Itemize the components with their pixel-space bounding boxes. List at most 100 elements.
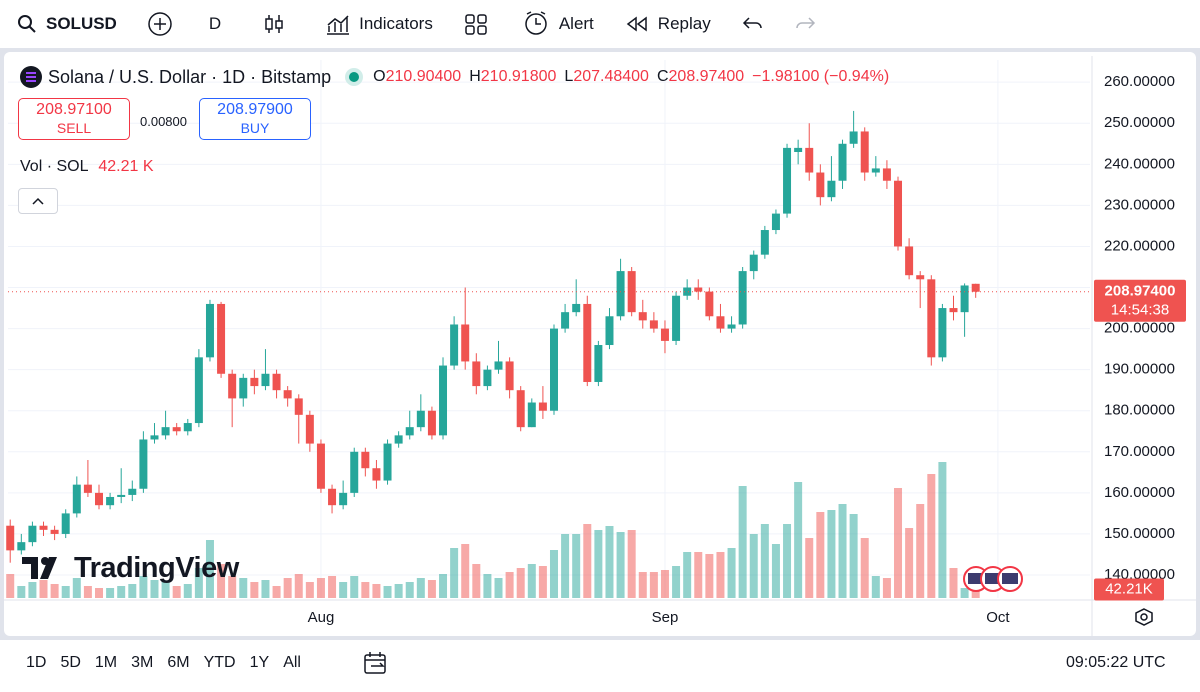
volume-bar <box>749 534 758 598</box>
price-badge-countdown: 14:54:38 <box>1111 302 1169 319</box>
ohlc-label: L <box>564 68 574 85</box>
range-button[interactable]: 1M <box>94 654 118 671</box>
candle-body <box>394 435 403 444</box>
volume-bar <box>17 586 26 598</box>
candle-body <box>927 279 936 358</box>
volume-bar <box>239 578 248 598</box>
candle-body <box>161 427 170 436</box>
alert[interactable]: Alert <box>558 14 594 33</box>
volume-bar <box>627 530 636 598</box>
range-button[interactable]: 1D <box>26 654 47 671</box>
candle-body <box>106 496 115 506</box>
volume-bar <box>927 474 936 598</box>
volume-bar <box>172 586 181 598</box>
volume-bar <box>72 578 81 598</box>
candle-body <box>472 361 481 387</box>
candle-body <box>139 439 148 489</box>
range-button[interactable]: 3M <box>131 654 154 671</box>
volume-bar <box>760 524 769 598</box>
candle-body <box>172 427 181 432</box>
settings-icon <box>1135 608 1153 626</box>
event-flag-icon <box>968 573 984 584</box>
candle-body <box>672 295 681 341</box>
volume-bar <box>427 580 436 598</box>
candle-body <box>272 373 281 391</box>
interval[interactable]: D <box>208 14 222 33</box>
volume-bar <box>794 482 803 598</box>
add-symbol[interactable] <box>147 11 173 37</box>
volume-bar <box>461 544 470 598</box>
volume-bar <box>183 584 192 598</box>
symbol[interactable]: SOLUSD <box>46 14 117 33</box>
candle-body <box>583 303 592 382</box>
replay-icon[interactable] <box>624 14 650 34</box>
candle-body <box>250 377 259 387</box>
candle-body <box>95 492 103 506</box>
market-status <box>345 68 364 86</box>
volume-bar <box>294 574 303 598</box>
candle-body <box>505 361 514 391</box>
buy-price: 208.97900 <box>217 101 293 118</box>
range-button[interactable]: 6M <box>167 654 190 671</box>
sell-button[interactable]: 208.97100 SELL <box>18 98 130 140</box>
alert-icon[interactable] <box>523 10 551 38</box>
candle-body <box>816 172 825 198</box>
candle-body <box>305 414 314 444</box>
volume-bar <box>505 572 514 598</box>
candle-body <box>50 529 59 534</box>
buy-button[interactable]: 208.97900 BUY <box>199 98 311 140</box>
candle-body <box>383 443 392 481</box>
volume-bar <box>205 540 214 598</box>
chart-type[interactable] <box>263 12 285 36</box>
date-range[interactable] <box>362 650 390 678</box>
volume-bar <box>605 526 614 598</box>
y-tick-label: 230.00000 <box>1104 196 1175 213</box>
volume-bar <box>561 534 570 598</box>
bottom-bar: 1D 5D 1M 3M 6M YTD 1Y All 09:05:22 UTC <box>0 640 1200 692</box>
layouts[interactable] <box>463 12 489 36</box>
volume-bar <box>228 576 237 598</box>
y-tick-label: 220.00000 <box>1104 237 1175 254</box>
indicators[interactable]: Indicators <box>359 14 433 33</box>
candle-body <box>894 180 903 247</box>
ohlc-value: 208.97400 <box>668 68 745 85</box>
volume-label: Vol · SOL <box>20 158 88 175</box>
candle-body <box>239 377 248 399</box>
candle-body <box>705 291 714 317</box>
candle-body <box>461 324 470 362</box>
watermark: TradingView <box>22 552 239 585</box>
range-button[interactable]: 5D <box>60 654 81 671</box>
candle-body <box>771 213 780 231</box>
range-button[interactable]: YTD <box>203 654 236 671</box>
collapse-button[interactable] <box>18 188 58 214</box>
undo-redo[interactable] <box>741 12 821 36</box>
volume-bar <box>350 576 359 598</box>
event-flag-icon <box>1002 573 1018 584</box>
price-badge-value: 208.97400 <box>1105 283 1176 300</box>
candle-body <box>938 308 947 358</box>
clock: 09:05:22 UTC <box>1066 654 1166 671</box>
replay[interactable]: Replay <box>657 14 711 33</box>
candle-body <box>228 373 237 399</box>
candle-body <box>549 328 558 411</box>
range-button[interactable]: All <box>283 654 301 671</box>
volume-bar <box>139 576 148 598</box>
candle-body <box>350 451 359 493</box>
search-icon[interactable] <box>16 13 38 35</box>
volume-bar <box>161 582 170 598</box>
volume-bar <box>727 548 736 598</box>
y-tick-label: 160.00000 <box>1104 484 1175 501</box>
indicators-icon[interactable] <box>325 12 351 36</box>
volume-bar <box>660 570 669 598</box>
range-button[interactable]: 1Y <box>249 654 270 671</box>
volume-bar <box>483 574 492 598</box>
volume-bar <box>117 586 126 598</box>
volume-bar <box>106 588 115 598</box>
candle-body <box>405 427 414 436</box>
candle-body <box>316 443 325 489</box>
volume-bar <box>549 550 558 598</box>
candle-body <box>328 488 337 506</box>
candle-body <box>194 357 203 424</box>
candle-body <box>649 320 658 329</box>
volume-bar <box>838 504 847 598</box>
